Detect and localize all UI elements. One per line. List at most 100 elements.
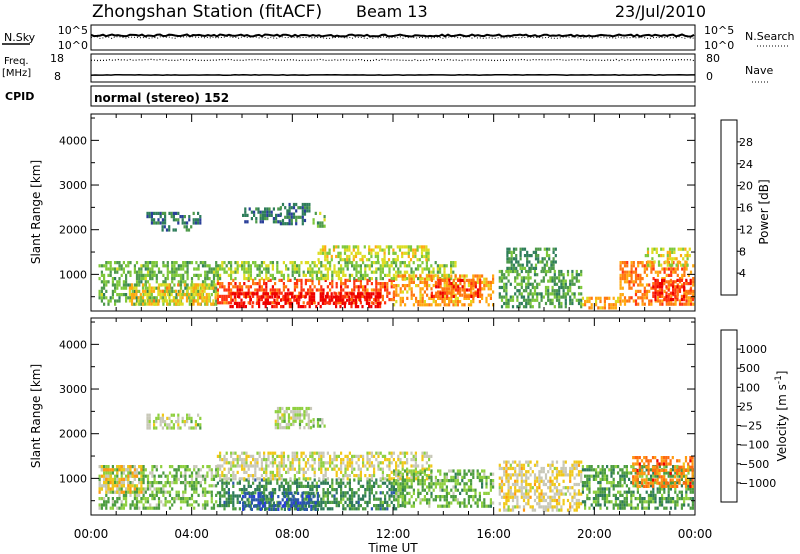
heatmap-cell [252,294,255,298]
heatmap-cell [498,276,501,280]
heatmap-cell [510,260,513,264]
heatmap-cell [370,474,373,478]
heatmap-cell [289,261,292,265]
heatmap-cell [258,467,261,471]
heatmap-cell [590,296,593,300]
heatmap-cell [140,484,143,488]
heatmap-cell [135,490,139,494]
heatmap-cell [373,288,376,292]
heatmap-cell [299,501,302,505]
heatmap-cell [527,279,530,283]
heatmap-cell [210,302,213,306]
heatmap-cell [279,422,282,427]
heatmap-cell [441,291,444,295]
heatmap-cell [140,481,143,485]
heatmap-cell [107,500,110,504]
heatmap-cell [227,267,230,271]
heatmap-cell [234,507,237,511]
heatmap-cell [245,470,248,474]
heatmap-cell [287,426,291,430]
heatmap-cell [343,301,346,305]
heatmap-cell [316,495,319,499]
heatmap-cell [159,289,162,293]
heatmap-cell [564,301,567,306]
heatmap-cell [215,299,218,303]
heatmap-cell [100,484,103,488]
heatmap-cell [573,295,576,299]
cpid-label: CPID [5,90,34,103]
heatmap-cell [305,501,308,505]
heatmap-cell [192,299,195,303]
heatmap-cell [366,454,369,458]
heatmap-cell [459,287,462,291]
heatmap-cell [230,261,233,265]
heatmap-cell [251,292,254,296]
heatmap-cell [452,278,455,282]
heatmap-cell [392,507,395,511]
heatmap-cell [296,470,299,474]
heatmap-cell [419,277,422,281]
heatmap-cell [395,300,398,304]
heatmap-cell [309,484,312,488]
freq-label-2: [MHz] [2,68,31,79]
heatmap-cell [107,484,110,488]
heatmap-cell [194,299,197,303]
heatmap-cell [662,254,665,258]
heatmap-cell [177,465,180,469]
heatmap-cell [183,225,186,229]
heatmap-cell [632,264,635,268]
heatmap-cell [250,498,253,502]
heatmap-cell [259,491,262,495]
heatmap-cell [692,277,695,281]
heatmap-cell [364,298,367,302]
heatmap-cell [161,426,164,430]
heatmap-cell [399,290,402,294]
heatmap-cell [401,495,404,499]
heatmap-cell [644,254,647,258]
heatmap-cell [254,478,257,482]
heatmap-cell [512,250,516,254]
heatmap-cell [277,504,280,508]
heatmap-cell [335,282,338,286]
heatmap-cell [242,213,245,217]
heatmap-cell [297,501,300,505]
heatmap-cell [302,474,305,478]
heatmap-cell [426,280,429,284]
heatmap-cell [331,285,334,289]
heatmap-cell [597,306,600,310]
heatmap-cell [307,426,310,430]
heatmap-cell [285,464,288,468]
heatmap-cell [254,288,257,292]
heatmap-cell [428,467,431,471]
heatmap-cell [343,258,347,262]
heatmap-cell [103,503,106,507]
heatmap-cell [545,247,549,251]
heatmap-cell [135,474,139,478]
heatmap-cell [489,280,492,284]
heatmap-cell [133,283,136,287]
heatmap-cell [652,285,655,289]
heatmap-cell [304,295,307,299]
heatmap-cell [686,254,689,258]
heatmap-cell [109,264,112,268]
heatmap-cell [399,474,402,478]
heatmap-cell [651,247,654,251]
heatmap-cell [173,481,176,485]
heatmap-cell [531,285,534,290]
heatmap-cell [634,302,638,306]
heatmap-cell [157,500,161,504]
heatmap-cell [335,273,338,277]
heatmap-cell [330,254,333,259]
heatmap-cell [323,224,326,228]
heatmap-cell [510,250,513,254]
heatmap-cell [412,254,415,259]
heatmap-cell [663,282,666,286]
heatmap-cell [558,289,561,293]
heatmap-cell [346,477,349,481]
heatmap-cell [366,451,369,455]
heatmap-cell [661,285,664,289]
heatmap-cell [346,278,349,282]
heatmap-cell [509,298,512,302]
heatmap-cell [130,283,134,287]
heatmap-cell [103,302,106,306]
